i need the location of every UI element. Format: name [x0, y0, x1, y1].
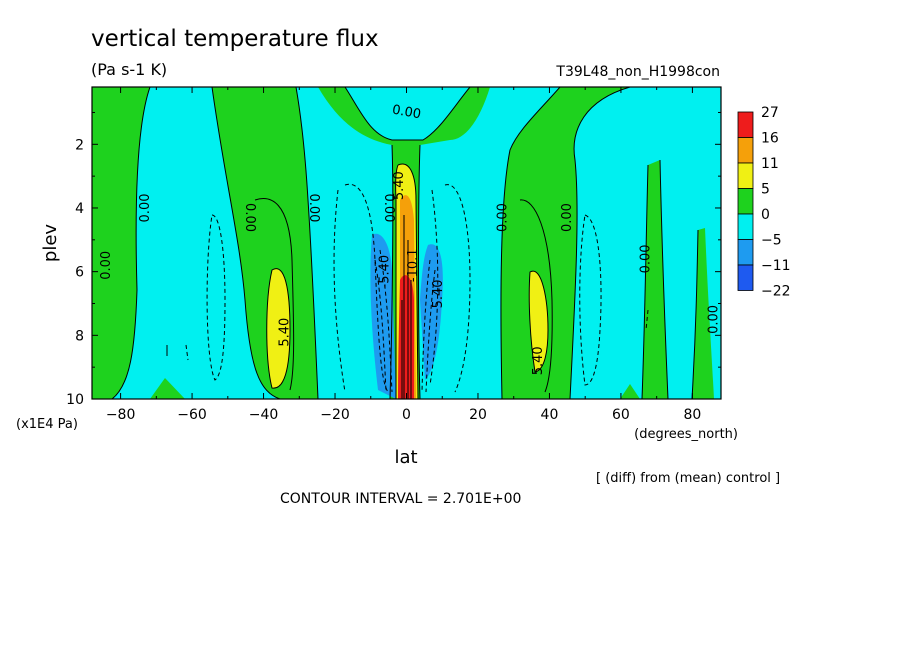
colorbar-label: 27	[761, 105, 779, 121]
colorbar: 27 16 11 5 0 −5 −11 −22	[737, 105, 791, 300]
contour-label: 0.00	[242, 203, 257, 232]
contour-interval: CONTOUR INTERVAL = 2.701E+00	[280, 491, 521, 507]
y-axis-label: plev	[40, 224, 61, 263]
x-tick-label: −40	[249, 407, 279, 423]
colorbar-label: 11	[761, 156, 779, 172]
x-tick-label: 40	[541, 407, 559, 423]
contour-label: 5.40	[531, 346, 546, 375]
y-tick-label: 2	[75, 137, 84, 153]
run-label: T39L48_non_H1998con	[555, 64, 720, 80]
x-tick-label: 80	[683, 407, 701, 423]
x-axis-label: lat	[394, 447, 417, 468]
colorbar-swatch	[737, 162, 754, 189]
chart-title: vertical temperature flux	[91, 26, 379, 52]
contour-field: 0.00 0.00 0.00 0.00 0.00 0.00 0.00 0.00 0.00 0.00…	[92, 87, 721, 399]
y-axis-units: (x1E4 Pa)	[16, 417, 78, 432]
colorbar-swatch	[737, 111, 754, 138]
x-tick-label: 0	[402, 407, 411, 423]
flux-maximum	[266, 268, 290, 389]
x-tick-label: 20	[469, 407, 487, 423]
y-tick-label: 10	[66, 392, 84, 408]
colorbar-label: 16	[761, 131, 779, 147]
y-tick-label: 6	[75, 265, 84, 281]
y-tick-label: 8	[75, 328, 84, 344]
contour-label: -10.1	[406, 248, 421, 282]
contour-label: 0.00	[560, 203, 575, 232]
contour-label: 0.00	[99, 251, 114, 280]
colorbar-swatch	[737, 264, 754, 291]
contour-label: 0.00	[706, 305, 721, 334]
negative-region	[370, 233, 396, 399]
contour-label: 0.00	[306, 194, 321, 223]
x-axis-ticks: −80 −60 −40 −20 0 20 40 60 80	[106, 87, 701, 423]
y-tick-label: 4	[75, 201, 84, 217]
colorbar-label: 5	[761, 182, 770, 198]
contour-label: 0.00	[138, 194, 153, 223]
chart-subtitle: (Pa s-1 K)	[91, 60, 167, 79]
x-axis-units: (degrees_north)	[634, 427, 738, 442]
contour-label: 0.00	[381, 194, 396, 223]
colorbar-label: −11	[761, 258, 791, 274]
contour-label: 5.40	[431, 279, 446, 308]
contour-label: -5.40	[378, 255, 393, 289]
contour-label: 5.40	[392, 171, 407, 200]
x-tick-label: −60	[177, 407, 207, 423]
x-tick-label: −20	[320, 407, 350, 423]
colorbar-swatch	[737, 213, 754, 240]
colorbar-swatch	[737, 239, 754, 266]
flux-core	[398, 275, 414, 399]
colorbar-swatch	[737, 188, 754, 215]
x-tick-label: 60	[612, 407, 630, 423]
negative-region	[420, 244, 443, 380]
y-axis-ticks: 2 4 6 8 10	[66, 111, 721, 408]
colorbar-label: −5	[761, 233, 782, 249]
x-tick-label: −80	[106, 407, 136, 423]
contour-label: 0.00	[391, 103, 422, 123]
positive-region	[150, 378, 185, 399]
positive-region	[620, 384, 640, 399]
colorbar-label: −22	[761, 284, 791, 300]
colorbar-swatch	[737, 137, 754, 164]
flux-maximum	[529, 271, 548, 372]
diff-note: [ (diff) from (mean) control ]	[596, 471, 780, 486]
contour-label: 0.00	[638, 244, 653, 273]
contour-label: 0.00	[495, 203, 510, 232]
contour-label: 5.40	[277, 318, 292, 347]
colorbar-label: 0	[761, 207, 770, 223]
contour-label-group: 0.00 0.00 0.00 0.00 0.00 0.00 0.00 0.00 0.00 0.00…	[99, 103, 721, 376]
positive-region	[212, 87, 318, 399]
